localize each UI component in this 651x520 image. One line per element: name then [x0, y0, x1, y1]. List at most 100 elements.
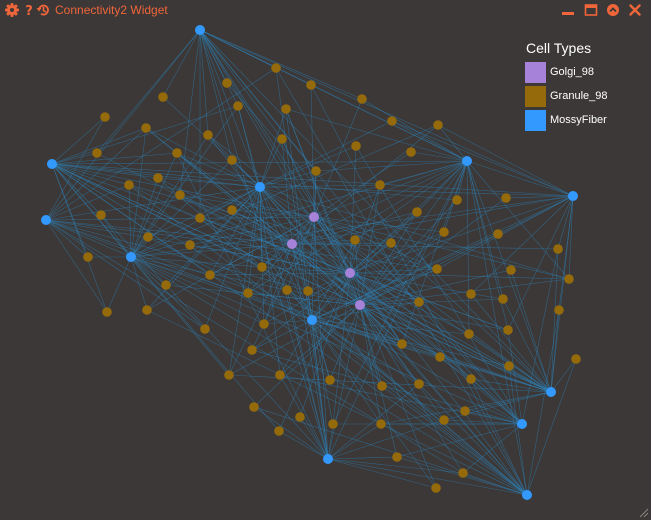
granule-98-node[interactable] [200, 324, 210, 334]
granule-98-node[interactable] [435, 352, 445, 362]
granule-98-node[interactable] [503, 325, 513, 335]
granule-98-node[interactable] [143, 232, 153, 242]
granule-98-node[interactable] [504, 361, 514, 371]
granule-98-node[interactable] [247, 345, 257, 355]
resize-grip-icon[interactable] [639, 508, 649, 518]
granule-98-node[interactable] [439, 227, 449, 237]
close-icon[interactable] [628, 3, 642, 17]
mossyfiber-node[interactable] [522, 490, 532, 500]
granule-98-node[interactable] [414, 297, 424, 307]
granule-98-node[interactable] [571, 354, 581, 364]
granule-98-node[interactable] [325, 375, 335, 385]
mossyfiber-node[interactable] [546, 387, 556, 397]
mossyfiber-node[interactable] [47, 159, 57, 169]
granule-98-node[interactable] [100, 112, 110, 122]
granule-98-node[interactable] [506, 265, 516, 275]
granule-98-node[interactable] [311, 166, 321, 176]
granule-98-node[interactable] [466, 289, 476, 299]
granule-98-node[interactable] [295, 412, 305, 422]
granule-98-node[interactable] [406, 147, 416, 157]
mossyfiber-node[interactable] [195, 25, 205, 35]
granule-98-node[interactable] [306, 80, 316, 90]
granule-98-node[interactable] [224, 370, 234, 380]
granule-98-node[interactable] [141, 123, 151, 133]
granule-98-node[interactable] [432, 264, 442, 274]
granule-98-node[interactable] [185, 240, 195, 250]
granule-98-node[interactable] [439, 415, 449, 425]
history-icon[interactable] [36, 3, 50, 17]
granule-98-node[interactable] [375, 180, 385, 190]
granule-98-node[interactable] [222, 78, 232, 88]
granule-98-node[interactable] [233, 101, 243, 111]
granule-98-node[interactable] [554, 305, 564, 315]
granule-98-node[interactable] [205, 270, 215, 280]
mossyfiber-node[interactable] [255, 182, 265, 192]
granule-98-node[interactable] [564, 274, 574, 284]
help-icon[interactable]: ? [22, 3, 36, 17]
mossyfiber-node[interactable] [41, 215, 51, 225]
granule-98-node[interactable] [452, 195, 462, 205]
golgi-98-node[interactable] [355, 300, 365, 310]
granule-98-node[interactable] [282, 285, 292, 295]
granule-98-node[interactable] [271, 63, 281, 73]
granule-98-node[interactable] [281, 104, 291, 114]
granule-98-node[interactable] [433, 120, 443, 130]
granule-98-node[interactable] [227, 205, 237, 215]
granule-98-node[interactable] [102, 307, 112, 317]
granule-98-node[interactable] [124, 180, 134, 190]
mossyfiber-node[interactable] [126, 252, 136, 262]
granule-98-node[interactable] [153, 173, 163, 183]
granule-98-node[interactable] [350, 235, 360, 245]
granule-98-node[interactable] [498, 294, 508, 304]
granule-98-node[interactable] [92, 148, 102, 158]
granule-98-node[interactable] [493, 229, 503, 239]
collapse-icon[interactable] [606, 3, 620, 17]
granule-98-node[interactable] [83, 252, 93, 262]
granule-98-node[interactable] [243, 288, 253, 298]
granule-98-node[interactable] [397, 339, 407, 349]
granule-98-node[interactable] [377, 381, 387, 391]
granule-98-node[interactable] [203, 130, 213, 140]
granule-98-node[interactable] [412, 207, 422, 217]
granule-98-node[interactable] [458, 468, 468, 478]
granule-98-node[interactable] [466, 374, 476, 384]
granule-98-node[interactable] [274, 426, 284, 436]
granule-98-node[interactable] [161, 280, 171, 290]
gear-icon[interactable] [5, 3, 19, 17]
granule-98-node[interactable] [414, 379, 424, 389]
granule-98-node[interactable] [460, 406, 470, 416]
granule-98-node[interactable] [357, 94, 367, 104]
granule-98-node[interactable] [172, 148, 182, 158]
granule-98-node[interactable] [501, 193, 511, 203]
granule-98-node[interactable] [431, 483, 441, 493]
granule-98-node[interactable] [464, 329, 474, 339]
maximize-icon[interactable] [584, 3, 598, 17]
granule-98-node[interactable] [175, 190, 185, 200]
granule-98-node[interactable] [392, 452, 402, 462]
mossyfiber-node[interactable] [517, 419, 527, 429]
granule-98-node[interactable] [195, 213, 205, 223]
granule-98-node[interactable] [96, 210, 106, 220]
granule-98-node[interactable] [328, 419, 338, 429]
granule-98-node[interactable] [142, 305, 152, 315]
granule-98-node[interactable] [257, 262, 267, 272]
granule-98-node[interactable] [386, 238, 396, 248]
granule-98-node[interactable] [249, 402, 259, 412]
mossyfiber-node[interactable] [568, 191, 578, 201]
granule-98-node[interactable] [158, 92, 168, 102]
granule-98-node[interactable] [227, 155, 237, 165]
granule-98-node[interactable] [275, 370, 285, 380]
mossyfiber-node[interactable] [307, 315, 317, 325]
golgi-98-node[interactable] [287, 239, 297, 249]
granule-98-node[interactable] [387, 116, 397, 126]
golgi-98-node[interactable] [309, 212, 319, 222]
granule-98-node[interactable] [553, 244, 563, 254]
mossyfiber-node[interactable] [323, 454, 333, 464]
granule-98-node[interactable] [259, 319, 269, 329]
granule-98-node[interactable] [351, 141, 361, 151]
granule-98-node[interactable] [303, 286, 313, 296]
minimize-icon[interactable] [561, 3, 575, 17]
mossyfiber-node[interactable] [462, 156, 472, 166]
golgi-98-node[interactable] [345, 268, 355, 278]
